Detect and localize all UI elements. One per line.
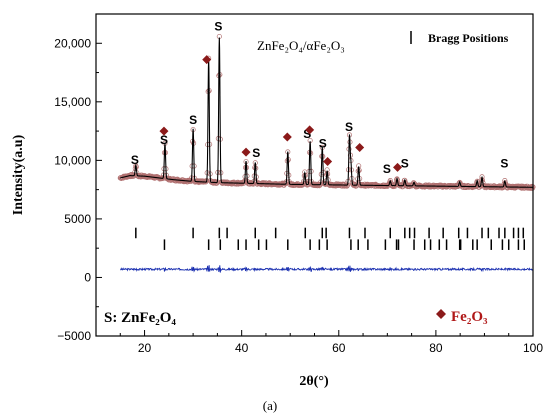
y-axis-title: Intensity(a.u) [11, 134, 26, 215]
x-tick-label: 100 [523, 341, 543, 355]
x-axis-title: 2θ(°) [299, 374, 329, 389]
fe2o3-peak-marker [323, 157, 333, 167]
bragg-positions [135, 227, 526, 250]
fe2o3-peak-marker [393, 162, 403, 172]
fe2o3-peak-marker [241, 147, 251, 157]
fe2o3-peak-marker [159, 126, 169, 136]
s-peak-label: S [131, 153, 139, 167]
s-peak-label: S [383, 162, 391, 176]
key-fe-label: Fe₂O₃ [451, 309, 488, 325]
observed-point [402, 177, 408, 183]
x-tick-label: 40 [235, 341, 249, 355]
s-peak-label: S [252, 146, 260, 160]
y-tick-label: 15,000 [54, 95, 91, 109]
legend-label: Bragg Positions [428, 31, 509, 45]
y-tick-label: 10,000 [54, 153, 91, 167]
key-fe-marker [436, 309, 446, 319]
s-peak-label: S [319, 136, 327, 150]
axes: 20 40 60 80 100 −5000 0 5000 10,000 15,000 20,000 [54, 36, 543, 355]
s-peak-label: S [401, 156, 409, 170]
observed-point [367, 182, 373, 188]
s-peak-label: S [160, 133, 168, 147]
fe2o3-peak-marker [202, 55, 212, 65]
x-tick-label: 60 [332, 341, 346, 355]
fe2o3-peak-marker [282, 132, 292, 142]
key-zn-label: S: ZnFe₂O₄ [104, 310, 176, 326]
fe2o3-peak-marker [305, 125, 315, 135]
s-peak-label: S [189, 113, 197, 127]
s-peak-label: S [345, 120, 353, 134]
calculated-series [120, 37, 533, 188]
figure-caption: (a) [263, 398, 277, 413]
difference-series [120, 265, 534, 273]
x-tick-label: 20 [138, 341, 152, 355]
y-tick-label: 5000 [64, 212, 91, 226]
y-tick-label: 0 [84, 270, 91, 284]
s-peak-label: S [214, 19, 222, 33]
s-peak-label: S [500, 156, 508, 170]
x-tick-label: 80 [429, 341, 443, 355]
y-tick-label: −5000 [57, 329, 91, 343]
observed-point [387, 178, 393, 184]
phase-annotation: ZnFe₂O₄/αFe₂O₃ [257, 38, 345, 53]
s-peak-label: S [303, 127, 311, 141]
y-tick-label: 20,000 [54, 36, 91, 50]
fe2o3-peak-marker [355, 142, 365, 152]
